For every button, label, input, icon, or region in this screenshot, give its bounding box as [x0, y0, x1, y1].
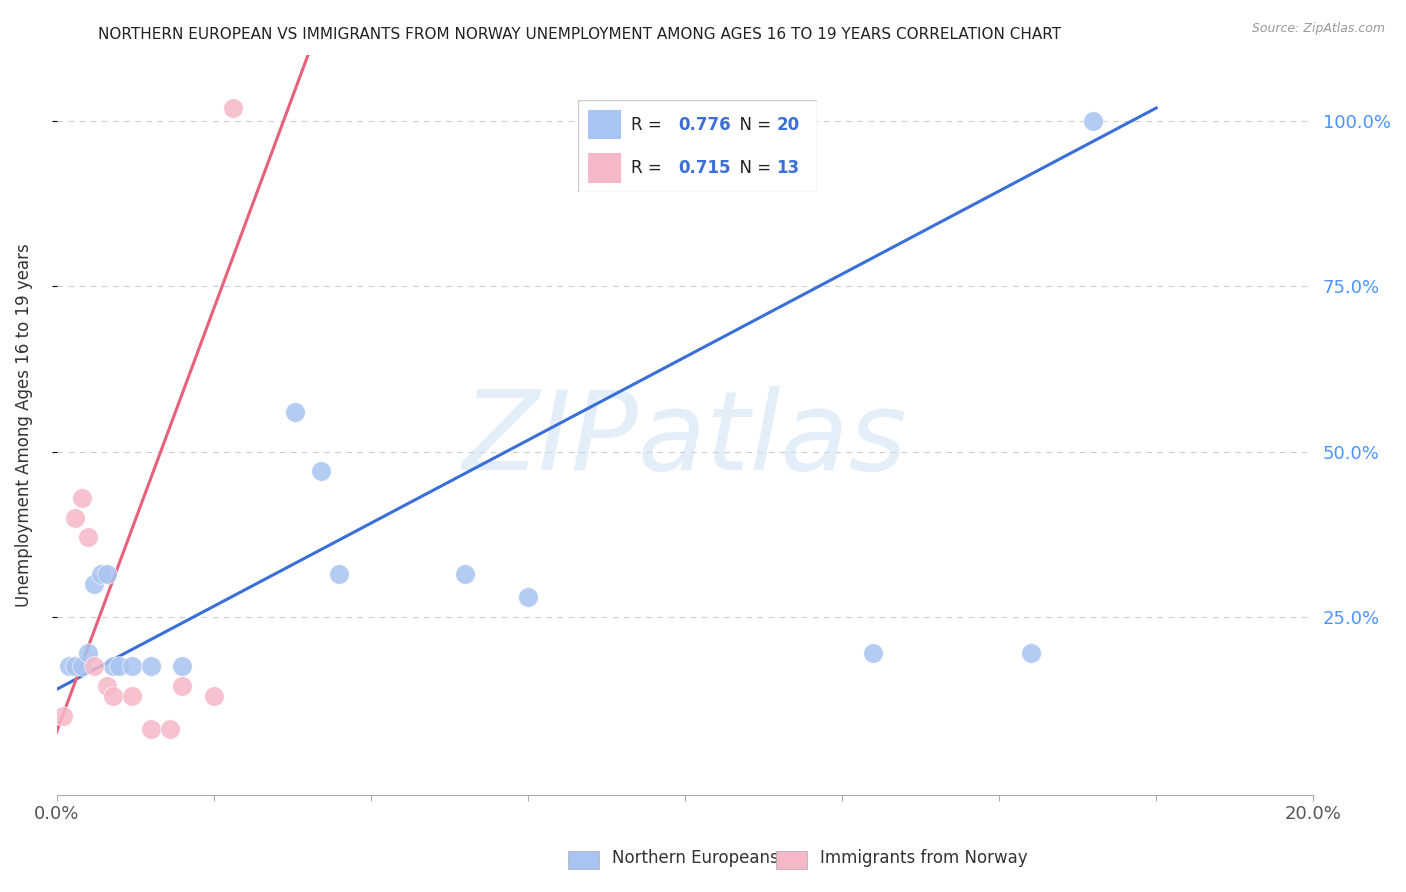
Text: Northern Europeans: Northern Europeans: [612, 849, 779, 867]
Point: [70, 659, 93, 673]
Point: [90, 566, 112, 581]
Point: [862, 646, 884, 660]
Y-axis label: Unemployment Among Ages 16 to 19 years: Unemployment Among Ages 16 to 19 years: [15, 244, 32, 607]
Point: [96, 566, 118, 581]
Point: [1019, 646, 1042, 660]
Point: [454, 566, 477, 581]
Point: [101, 689, 124, 703]
Point: [516, 590, 538, 604]
Point: [83, 576, 105, 591]
Point: [96, 679, 118, 693]
Point: [202, 689, 225, 703]
Point: [70, 491, 93, 505]
Point: [77, 530, 100, 544]
Point: [328, 566, 350, 581]
Point: [65, 659, 87, 673]
Point: [139, 659, 162, 673]
Point: [121, 659, 143, 673]
Point: [101, 659, 124, 673]
Text: Immigrants from Norway: Immigrants from Norway: [820, 849, 1028, 867]
Point: [65, 510, 87, 524]
Point: [172, 679, 194, 693]
Point: [121, 689, 143, 703]
Point: [159, 722, 181, 736]
Point: [58, 659, 80, 673]
Text: NORTHERN EUROPEAN VS IMMIGRANTS FROM NORWAY UNEMPLOYMENT AMONG AGES 16 TO 19 YEA: NORTHERN EUROPEAN VS IMMIGRANTS FROM NOR…: [98, 27, 1062, 42]
Point: [221, 101, 243, 115]
Text: Source: ZipAtlas.com: Source: ZipAtlas.com: [1251, 22, 1385, 36]
Point: [1083, 114, 1105, 128]
Point: [108, 659, 131, 673]
Point: [309, 464, 332, 478]
Point: [52, 708, 75, 723]
Point: [83, 659, 105, 673]
Point: [172, 659, 194, 673]
Point: [77, 646, 100, 660]
Text: ZIPatlas: ZIPatlas: [463, 386, 907, 493]
Point: [284, 405, 307, 419]
Point: [139, 722, 162, 736]
